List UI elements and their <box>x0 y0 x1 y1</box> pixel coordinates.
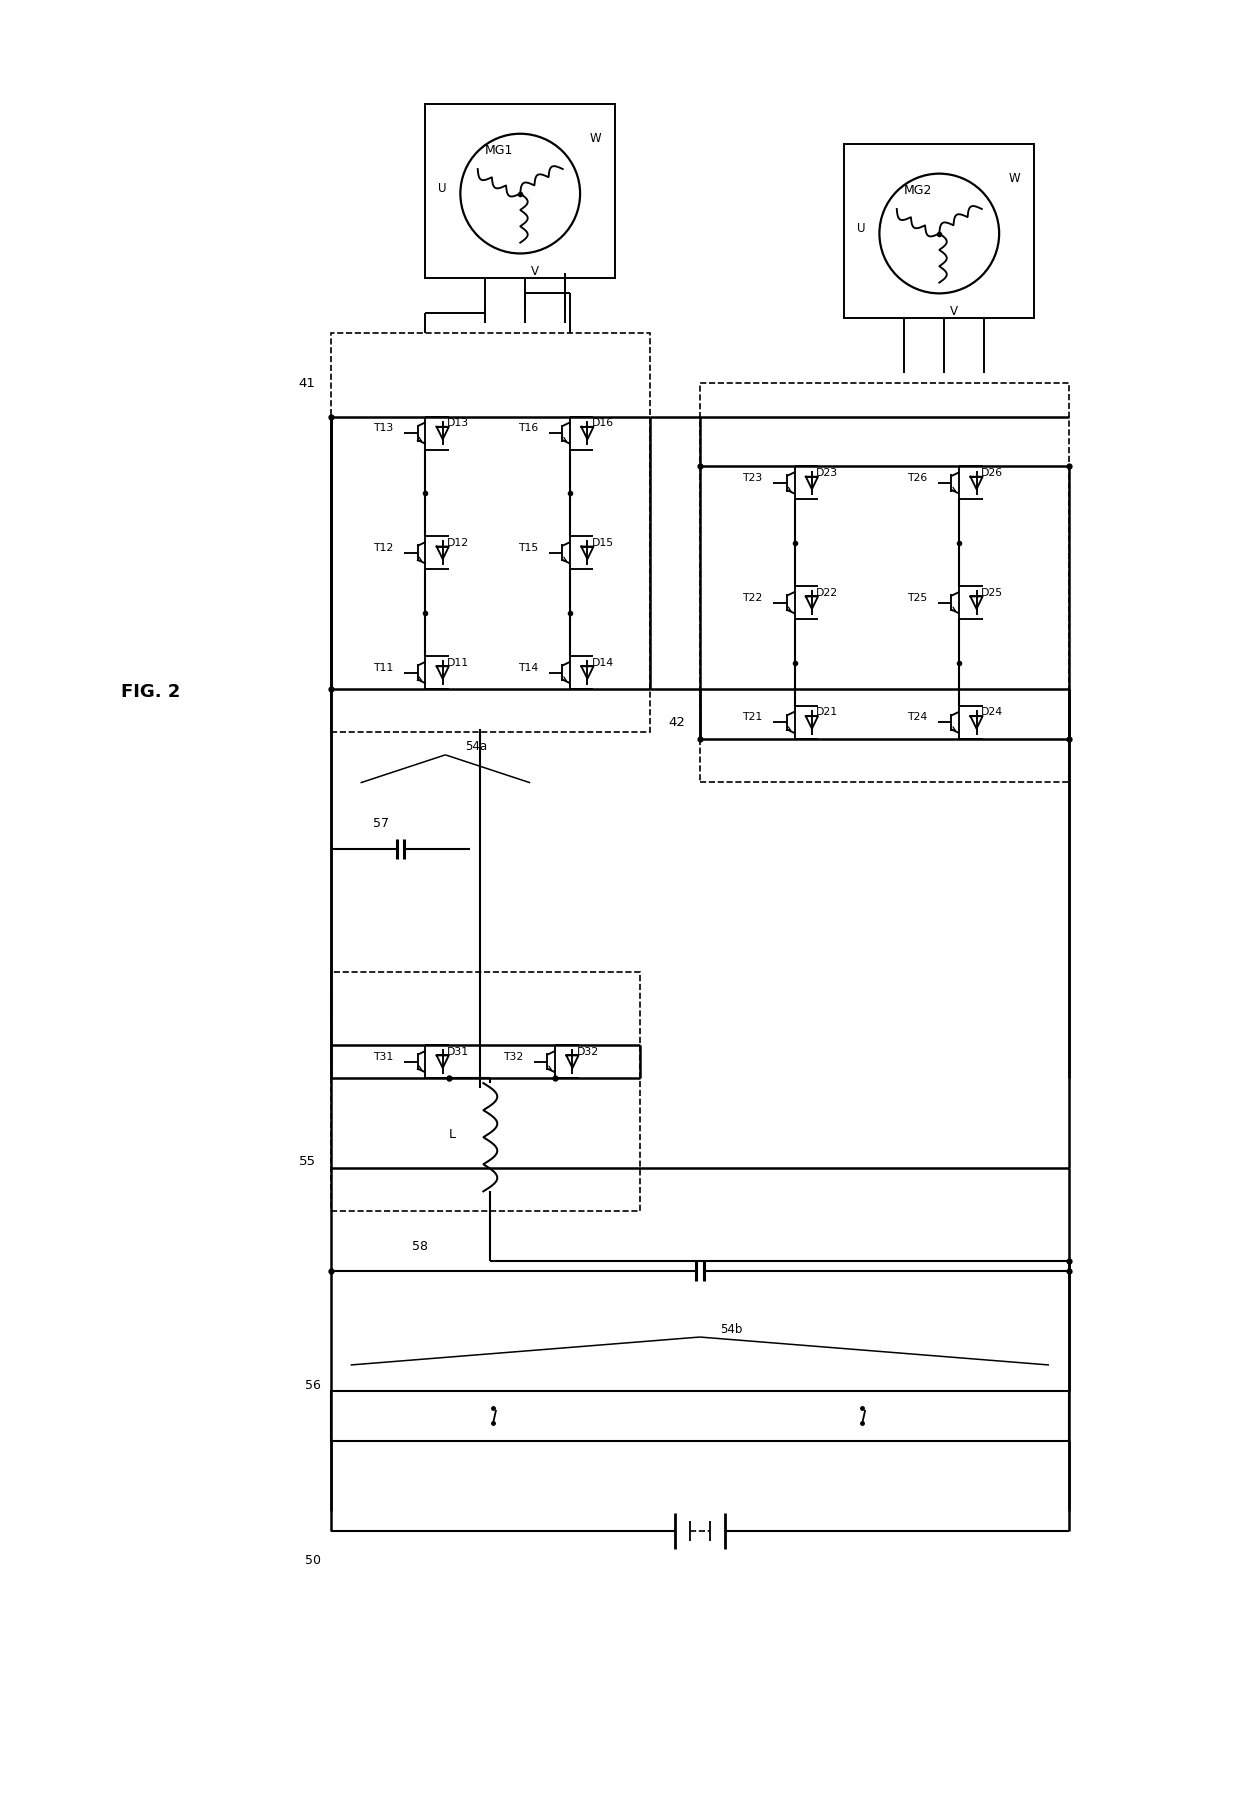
Text: D11: D11 <box>446 658 469 667</box>
Bar <box>331 333 650 732</box>
Text: T26: T26 <box>906 473 928 484</box>
Text: T13: T13 <box>373 422 393 433</box>
Text: T25: T25 <box>906 593 928 603</box>
Text: T21: T21 <box>743 712 763 723</box>
Text: V: V <box>531 265 539 277</box>
Text: 54b: 54b <box>719 1323 743 1335</box>
Bar <box>331 971 640 1210</box>
Text: T16: T16 <box>518 422 538 433</box>
Text: W: W <box>1008 172 1021 185</box>
Text: V: V <box>950 304 959 317</box>
Text: 58: 58 <box>413 1239 429 1252</box>
Text: T31: T31 <box>373 1051 393 1062</box>
Text: D21: D21 <box>816 707 838 718</box>
Text: 42: 42 <box>668 716 684 728</box>
Text: D12: D12 <box>446 538 469 547</box>
Text: 41: 41 <box>299 377 316 390</box>
Text: MG1: MG1 <box>485 143 512 158</box>
Text: T32: T32 <box>502 1051 523 1062</box>
Text: D23: D23 <box>816 467 838 478</box>
Text: D13: D13 <box>446 419 469 428</box>
Text: D31: D31 <box>446 1047 469 1056</box>
Text: T15: T15 <box>518 544 538 553</box>
Text: D26: D26 <box>981 467 1003 478</box>
Text: FIG. 2: FIG. 2 <box>122 683 181 701</box>
Text: D22: D22 <box>816 587 838 598</box>
Text: T22: T22 <box>743 593 763 603</box>
Text: D14: D14 <box>591 658 614 667</box>
Bar <box>425 103 615 279</box>
Text: D24: D24 <box>981 707 1003 718</box>
Text: D16: D16 <box>591 419 614 428</box>
Text: MG2: MG2 <box>904 183 931 198</box>
Text: T24: T24 <box>906 712 928 723</box>
Bar <box>699 382 1069 783</box>
Text: 57: 57 <box>372 817 388 830</box>
Text: L: L <box>449 1129 455 1142</box>
Text: 54a: 54a <box>465 741 487 754</box>
Text: 50: 50 <box>305 1555 321 1567</box>
Text: T23: T23 <box>743 473 763 484</box>
Text: U: U <box>439 183 446 196</box>
Text: D32: D32 <box>577 1047 599 1056</box>
Text: T11: T11 <box>373 663 393 672</box>
Text: T14: T14 <box>518 663 538 672</box>
Text: U: U <box>858 223 866 236</box>
Text: D15: D15 <box>591 538 614 547</box>
Bar <box>844 143 1034 319</box>
Text: 55: 55 <box>299 1154 316 1169</box>
Text: T12: T12 <box>373 544 393 553</box>
Text: 56: 56 <box>305 1379 321 1392</box>
Text: D25: D25 <box>981 587 1003 598</box>
Text: W: W <box>589 132 601 145</box>
Bar <box>331 1392 1069 1441</box>
